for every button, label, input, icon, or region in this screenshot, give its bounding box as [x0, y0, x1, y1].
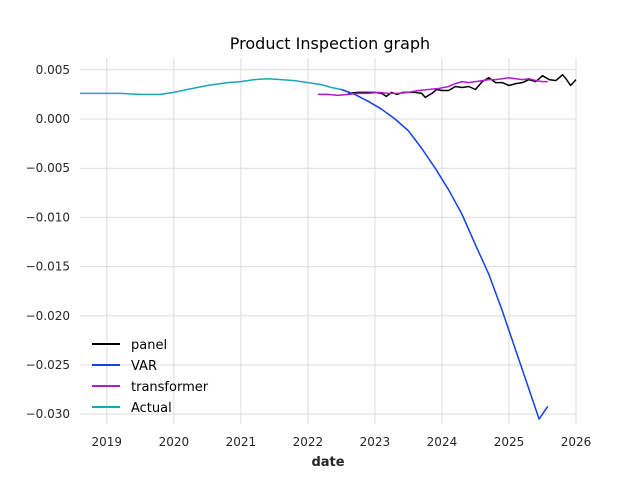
x-tick-label: 2020 [159, 435, 190, 449]
y-tick-label: −0.025 [26, 358, 70, 372]
x-tick-label: 2022 [293, 435, 324, 449]
grid [80, 58, 577, 424]
series-line-transformer [317, 76, 548, 97]
y-tick-label: 0.000 [36, 112, 70, 126]
y-tick-label: −0.010 [26, 210, 70, 224]
x-axis-label: date [311, 455, 344, 470]
x-tick-label: 2026 [561, 435, 592, 449]
legend-label-panel: panel [131, 338, 167, 353]
series-layer [80, 73, 577, 420]
x-tick-label: 2021 [226, 435, 257, 449]
y-tick-label: −0.005 [26, 161, 70, 175]
y-axis-ticks: 0.005 0.000 −0.005 −0.010 −0.015 −0.020 −0.025… [26, 63, 70, 421]
y-tick-label: −0.015 [26, 260, 70, 274]
legend-label-transformer: transformer [131, 380, 209, 395]
x-tick-label: 2023 [360, 435, 391, 449]
y-tick-label: −0.030 [26, 407, 70, 421]
y-tick-label: 0.005 [36, 63, 70, 77]
legend-label-var: VAR [131, 359, 157, 374]
series-line-actual [80, 77, 342, 96]
x-tick-label: 2024 [427, 435, 458, 449]
y-tick-label: −0.020 [26, 309, 70, 323]
x-axis-ticks: 2019 2020 2021 2022 2023 2024 2025 2026 [92, 435, 592, 449]
legend: panel VAR transformer Actual [92, 338, 209, 416]
x-tick-label: 2019 [92, 435, 123, 449]
chart-title: Product Inspection graph [230, 34, 430, 53]
series-line-var [341, 88, 549, 420]
series-line-panel [348, 73, 577, 99]
legend-label-actual: Actual [131, 401, 172, 416]
x-tick-label: 2025 [494, 435, 525, 449]
